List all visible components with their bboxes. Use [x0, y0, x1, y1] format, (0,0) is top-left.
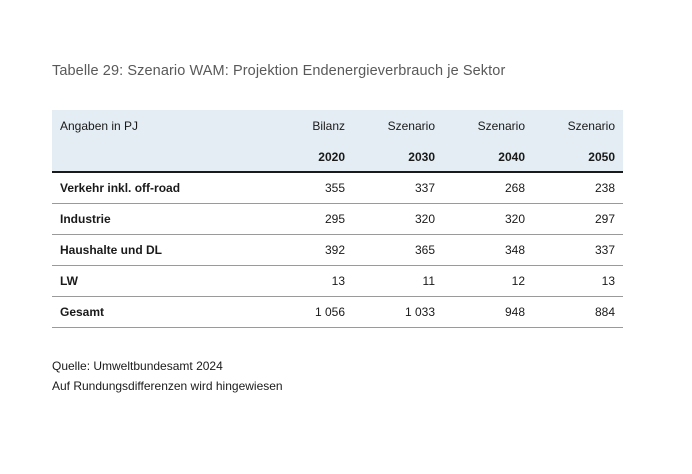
row-label: LW — [52, 265, 252, 297]
table-cell: 392 — [252, 234, 353, 266]
column-year: 2030 — [353, 142, 443, 173]
table-cell: 11 — [353, 265, 443, 297]
table-cell: 295 — [252, 203, 353, 235]
column-year: 2050 — [533, 142, 623, 173]
table-cell: 1 056 — [252, 296, 353, 328]
table-cell: 337 — [533, 234, 623, 266]
table-cell: 268 — [443, 172, 533, 204]
column-year: 2020 — [252, 142, 353, 173]
table-cell: 297 — [533, 203, 623, 235]
table-cell: 13 — [252, 265, 353, 297]
table-cell: 320 — [353, 203, 443, 235]
table-cell: 337 — [353, 172, 443, 204]
column-type: Bilanz — [252, 110, 353, 142]
row-label: Verkehr inkl. off-road — [52, 172, 252, 204]
energy-table: Angaben in PJ Bilanz Szenario Szenario S… — [52, 110, 623, 328]
row-label: Industrie — [52, 203, 252, 235]
source-note: Quelle: Umweltbundesamt 2024 — [52, 359, 223, 373]
header-row-type: Angaben in PJ Bilanz Szenario Szenario S… — [52, 110, 623, 142]
rounding-note: Auf Rundungsdifferenzen wird hingewiesen — [52, 379, 283, 393]
column-year: 2040 — [443, 142, 533, 173]
table-cell: 1 033 — [353, 296, 443, 328]
unit-label: Angaben in PJ — [52, 110, 252, 142]
row-label: Haushalte und DL — [52, 234, 252, 266]
table-cell: 13 — [533, 265, 623, 297]
table-row: Industrie 295 320 320 297 — [52, 203, 623, 235]
table-cell: 320 — [443, 203, 533, 235]
row-label: Gesamt — [52, 296, 252, 328]
table-cell: 12 — [443, 265, 533, 297]
table-cell: 948 — [443, 296, 533, 328]
table-row: Haushalte und DL 392 365 348 337 — [52, 234, 623, 266]
column-type: Szenario — [443, 110, 533, 142]
column-type: Szenario — [533, 110, 623, 142]
table-notes: Quelle: Umweltbundesamt 2024 Auf Rundung… — [52, 356, 283, 396]
table-cell: 365 — [353, 234, 443, 266]
table-cell: 348 — [443, 234, 533, 266]
header-blank — [52, 142, 252, 173]
table-row: Verkehr inkl. off-road 355 337 268 238 — [52, 172, 623, 204]
table-cell: 884 — [533, 296, 623, 328]
table-row: LW 13 11 12 13 — [52, 265, 623, 297]
table-cell: 355 — [252, 172, 353, 204]
table-caption: Tabelle 29: Szenario WAM: Projektion End… — [52, 63, 506, 79]
table-row-total: Gesamt 1 056 1 033 948 884 — [52, 296, 623, 328]
table-cell: 238 — [533, 172, 623, 204]
column-type: Szenario — [353, 110, 443, 142]
header-row-year: 2020 2030 2040 2050 — [52, 142, 623, 173]
